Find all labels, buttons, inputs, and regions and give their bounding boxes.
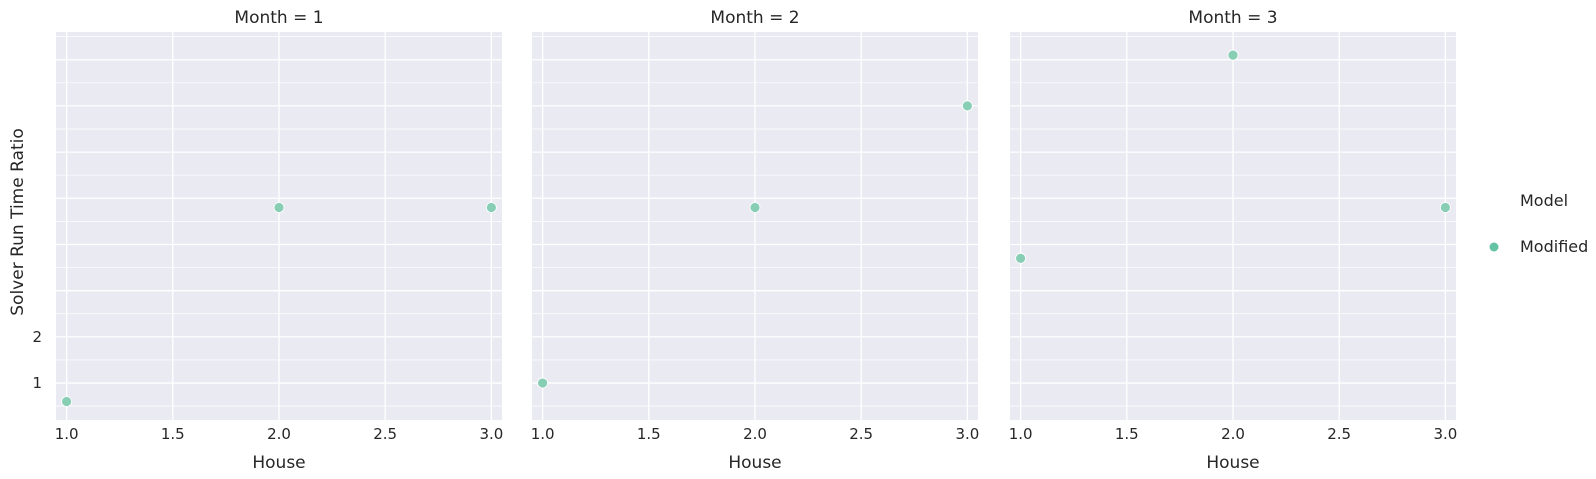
x-tick-label: 1.5 — [1115, 425, 1139, 443]
x-tick-label: 2.0 — [267, 425, 291, 443]
data-point — [61, 396, 73, 407]
x-tick-label: 1.5 — [161, 425, 185, 443]
y-tick-label: 1 — [32, 374, 42, 392]
x-tick-label: 3.0 — [1433, 425, 1457, 443]
panel-title: Month = 3 — [1188, 8, 1277, 28]
panel-title: Month = 1 — [234, 8, 323, 28]
x-axis-title: House — [252, 453, 305, 473]
x-tick-label: 2.5 — [1327, 425, 1351, 443]
x-tick-label: 2.0 — [743, 425, 767, 443]
x-tick-label: 1.5 — [637, 425, 661, 443]
y-axis-title: Solver Run Time Ratio — [8, 128, 28, 315]
data-point — [961, 100, 973, 112]
legend-entries: Modified — [1489, 237, 1588, 256]
data-point — [749, 202, 761, 213]
y-tick-label: 2 — [32, 328, 42, 346]
data-point — [1439, 202, 1451, 213]
x-tick-label: 2.0 — [1221, 425, 1245, 443]
data-point — [1227, 49, 1239, 61]
x-axis-title: House — [1206, 453, 1259, 473]
legend-entry-label: Modified — [1520, 237, 1588, 256]
x-tick-label: 3.0 — [479, 425, 503, 443]
x-tick-label: 1.0 — [531, 425, 555, 443]
data-point — [1015, 252, 1027, 264]
legend: Model Modified — [1489, 191, 1588, 256]
data-point — [273, 202, 285, 213]
legend-title: Model — [1520, 191, 1568, 210]
x-axis-title: House — [728, 453, 781, 473]
legend-marker — [1489, 242, 1499, 252]
x-tick-label: 2.5 — [849, 425, 873, 443]
panels: 1.0 1.5 2.0 2.5 3.0 Month = 1 House 1 2 1.0 1.5 2.0… — [32, 8, 1457, 473]
data-point — [537, 377, 549, 389]
x-tick-label: 3.0 — [955, 425, 979, 443]
x-tick-label: 2.5 — [373, 425, 397, 443]
x-tick-label: 1.0 — [55, 425, 79, 443]
panel-title: Month = 2 — [710, 8, 799, 28]
panel-2: 1.0 1.5 2.0 2.5 3.0 Month = 2 House — [531, 8, 980, 473]
data-point — [485, 202, 497, 213]
panel-1: 1.0 1.5 2.0 2.5 3.0 Month = 1 House 1 2 — [32, 8, 503, 473]
panel-3: 1.0 1.5 2.0 2.5 3.0 Month = 3 House — [1009, 8, 1458, 473]
x-tick-label: 1.0 — [1009, 425, 1033, 443]
